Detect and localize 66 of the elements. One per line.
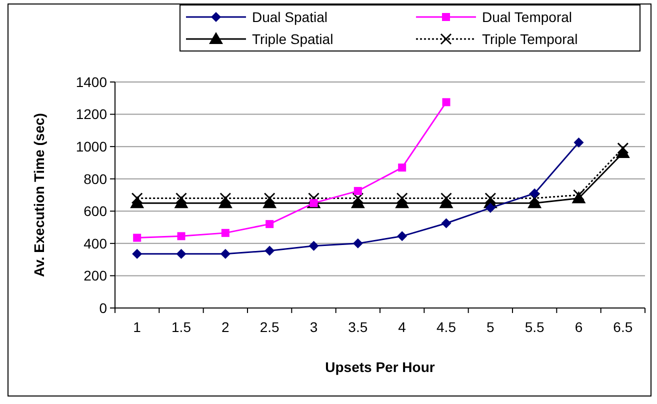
x-tick-label: 3.5 [348, 319, 368, 335]
point [221, 228, 230, 237]
point [441, 218, 452, 228]
point [528, 192, 540, 204]
x-tick-label: 5 [486, 319, 495, 335]
y-tick-label: 1200 [76, 106, 108, 122]
y-tick-label: 1000 [76, 138, 108, 154]
point [440, 192, 452, 204]
point [176, 248, 186, 259]
point [485, 202, 496, 213]
point [264, 246, 275, 256]
y-tick-label: 0 [99, 300, 108, 316]
legend-label: Triple Spatial [252, 30, 334, 47]
legend-label: Dual Spatial [252, 8, 328, 25]
point [484, 192, 496, 204]
y-axis-title: Av. Execution Time (sec) [31, 113, 47, 277]
x-tick-label: 4.5 [436, 319, 456, 335]
point [573, 189, 584, 201]
y-tick-label: 1400 [76, 74, 108, 90]
point [133, 234, 142, 242]
point [262, 196, 277, 208]
point [177, 232, 186, 240]
x-tick-label: 6 [574, 319, 583, 335]
point [220, 248, 230, 259]
x-tick-label: 1 [133, 319, 142, 335]
point [442, 98, 450, 106]
point [398, 164, 406, 172]
point [352, 238, 363, 248]
point [530, 188, 540, 198]
point [352, 192, 364, 204]
point [308, 192, 320, 204]
point [130, 196, 144, 208]
point [572, 191, 586, 204]
x-tick-label: 2.5 [260, 319, 280, 335]
point [616, 146, 630, 158]
point [266, 220, 274, 228]
point [176, 192, 187, 204]
point [528, 196, 542, 208]
point [617, 142, 629, 154]
y-tick-label: 600 [84, 203, 108, 220]
point [218, 196, 232, 208]
x-tick-label: 4 [398, 319, 406, 335]
point [574, 138, 584, 148]
point [439, 196, 454, 208]
x-tick-label: 2 [222, 319, 230, 335]
x-tick-label: 3 [310, 319, 318, 335]
legend-label: Dual Temporal [482, 8, 572, 25]
y-tick-label: 400 [84, 235, 108, 252]
point [354, 186, 362, 195]
point [350, 196, 365, 208]
legend-label: Triple Temporal [482, 30, 578, 47]
point [395, 196, 410, 208]
y-tick-label: 800 [84, 170, 108, 187]
x-axis-title: Upsets Per Hour [325, 359, 436, 375]
point [132, 248, 142, 259]
y-tick-label: 200 [84, 268, 108, 284]
x-tick-label: 1.5 [172, 319, 192, 335]
point [396, 192, 408, 204]
point [308, 240, 319, 251]
point [264, 192, 276, 204]
point [397, 231, 408, 242]
point [131, 192, 143, 204]
x-tick-label: 5.5 [524, 319, 545, 335]
point [220, 192, 232, 204]
point [174, 196, 188, 208]
x-tick-label: 6.5 [613, 319, 633, 335]
